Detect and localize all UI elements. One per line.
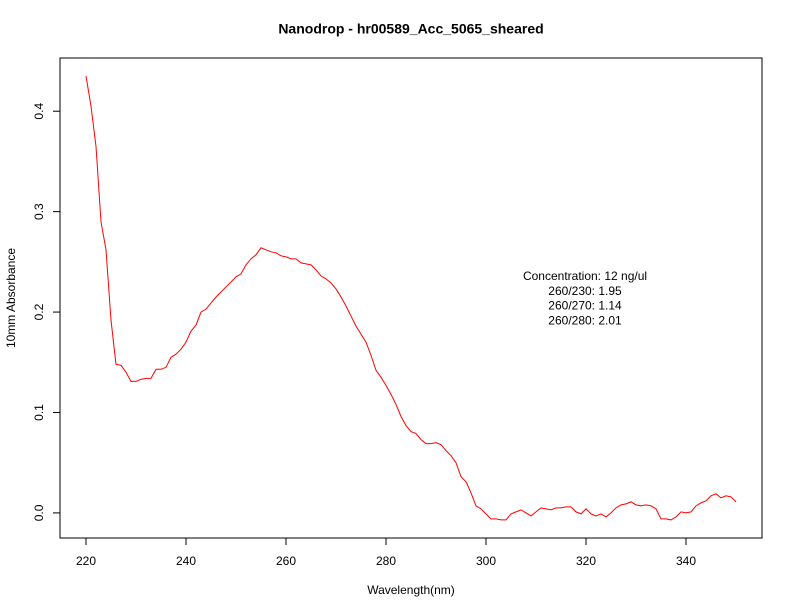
x-tick-label: 240 [176,554,196,568]
y-tick-label: 0.3 [32,203,46,220]
y-tick-label: 0.4 [32,103,46,120]
y-tick-label: 0.1 [32,404,46,421]
x-tick-label: 280 [376,554,396,568]
chart-title: Nanodrop - hr00589_Acc_5065_sheared [278,21,543,37]
x-tick-label: 340 [676,554,696,568]
data-line [85,75,737,521]
x-axis-label: Wavelength(nm) [367,583,455,597]
annotation: 260/230: 1.95 [548,284,622,298]
y-axis-label: 10mm Absorbance [4,248,18,348]
x-tick-label: 260 [276,554,296,568]
plot-frame [59,57,763,539]
y-tick-label: 0.0 [32,504,46,521]
annotation: 260/280: 2.01 [548,313,622,327]
x-tick-label: 300 [476,554,496,568]
x-tick-label: 320 [576,554,596,568]
annotation: 260/270: 1.14 [548,299,622,313]
x-tick-label: 220 [76,554,96,568]
y-tick-label: 0.2 [32,303,46,320]
annotation: Concentration: 12 ng/ul [523,269,647,283]
